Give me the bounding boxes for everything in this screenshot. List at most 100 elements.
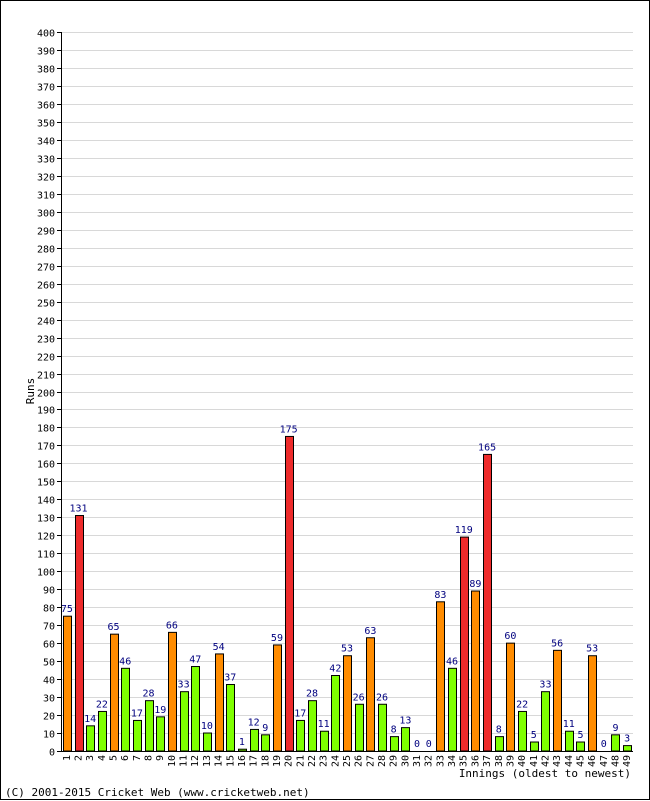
bar-value-label: 83 <box>434 590 446 601</box>
bar-value-label: 3 <box>624 734 630 745</box>
bar-value-label: 175 <box>280 424 298 435</box>
x-tick-label: 3 <box>85 755 96 761</box>
bar <box>588 655 597 752</box>
y-tick-label: 100 <box>37 568 55 579</box>
bar <box>506 642 515 752</box>
y-tick-label: 160 <box>37 460 55 471</box>
y-tick-label: 70 <box>43 622 55 633</box>
bar <box>436 601 445 752</box>
bar <box>576 741 585 752</box>
x-tick-label: 16 <box>237 755 248 767</box>
x-tick-label: 9 <box>155 755 166 761</box>
x-tick-label: 22 <box>307 755 318 767</box>
bar <box>75 515 84 752</box>
y-tick-label: 190 <box>37 406 55 417</box>
x-tick-label: 36 <box>470 755 481 767</box>
y-tick-label: 320 <box>37 173 55 184</box>
x-tick-label: 47 <box>599 755 610 767</box>
bar-value-label: 14 <box>84 714 96 725</box>
x-tick-label: 26 <box>354 755 365 767</box>
bar <box>355 703 364 752</box>
bar-value-label: 42 <box>329 664 341 675</box>
y-axis-label: Runs <box>24 378 37 405</box>
bar <box>203 732 212 752</box>
bar <box>565 730 574 752</box>
x-tick-label: 37 <box>482 755 493 767</box>
x-tick-label: 49 <box>622 755 633 767</box>
bar-value-label: 8 <box>496 725 502 736</box>
y-tick-label: 180 <box>37 424 55 435</box>
y-tick-label: 170 <box>37 442 55 453</box>
y-tick-label: 370 <box>37 83 55 94</box>
bar <box>366 637 375 752</box>
x-tick-label: 29 <box>389 755 400 767</box>
bar-value-label: 11 <box>563 719 575 730</box>
x-tick-label: 39 <box>505 755 516 767</box>
bars <box>63 435 632 752</box>
bar <box>401 727 410 752</box>
y-tick-label: 80 <box>43 604 55 615</box>
x-tick-label: 38 <box>494 755 505 767</box>
x-tick-label: 48 <box>610 755 621 767</box>
bar-value-label: 0 <box>601 739 607 750</box>
bar-value-label: 28 <box>143 689 155 700</box>
bar <box>273 644 282 752</box>
x-tick-label: 25 <box>342 755 353 767</box>
bar-value-label: 17 <box>294 708 306 719</box>
x-tick-label: 8 <box>144 755 155 761</box>
bar <box>86 725 95 752</box>
bar-value-label: 119 <box>455 525 473 536</box>
x-tick-label: 21 <box>295 755 306 767</box>
x-tick-label: 23 <box>319 755 330 767</box>
bar-value-label: 5 <box>531 730 537 741</box>
x-tick-label: 12 <box>190 755 201 767</box>
bar <box>261 734 270 752</box>
x-tick-label: 15 <box>225 755 236 767</box>
bar <box>331 675 340 752</box>
bar-value-label: 26 <box>376 692 388 703</box>
x-tick-label: 41 <box>529 755 540 767</box>
x-tick-labels: 1 2 3 4 5 6 7 8 9 10 11 12 13 14 15 16 17 18 19 20 21 22 23 24 2… <box>62 755 633 767</box>
y-tick-label: 60 <box>43 640 55 651</box>
y-tick-label: 90 <box>43 586 55 597</box>
x-tick-label: 17 <box>249 755 260 767</box>
x-tick-label: 7 <box>132 755 143 761</box>
bar <box>133 719 142 752</box>
bar-value-label: 53 <box>586 644 598 655</box>
y-tick-label: 250 <box>37 299 55 310</box>
bar-value-label: 12 <box>248 717 260 728</box>
y-tick-label: 20 <box>43 712 55 723</box>
bar <box>191 666 200 752</box>
bar <box>238 748 247 752</box>
bar-value-label: 28 <box>306 689 318 700</box>
bar <box>145 700 154 752</box>
y-tick-label: 10 <box>43 730 55 741</box>
bar-value-label: 13 <box>399 716 411 727</box>
x-tick-label: 40 <box>517 755 528 767</box>
x-tick-label: 34 <box>447 755 458 767</box>
bar-value-label: 75 <box>61 604 73 615</box>
bar <box>378 703 387 752</box>
x-tick-label: 6 <box>120 755 131 761</box>
bar <box>180 691 189 752</box>
x-tick-label: 10 <box>167 755 178 767</box>
x-axis-label: Innings (oldest to newest) <box>459 767 631 780</box>
y-tick-label: 360 <box>37 101 55 112</box>
bar <box>308 700 317 752</box>
x-tick-label: 11 <box>179 755 190 767</box>
bar <box>215 653 224 752</box>
x-tick-label: 43 <box>552 755 563 767</box>
bar-value-label: 63 <box>364 626 376 637</box>
x-tick-label: 45 <box>575 755 586 767</box>
y-tick-label: 150 <box>37 478 55 489</box>
bar <box>518 710 527 752</box>
bar <box>226 683 235 752</box>
bar <box>495 736 504 752</box>
x-tick-label: 32 <box>424 755 435 767</box>
y-tick-label: 130 <box>37 514 55 525</box>
bar <box>460 536 469 752</box>
bar-value-label: 89 <box>469 579 481 590</box>
bar-value-label: 56 <box>551 638 563 649</box>
